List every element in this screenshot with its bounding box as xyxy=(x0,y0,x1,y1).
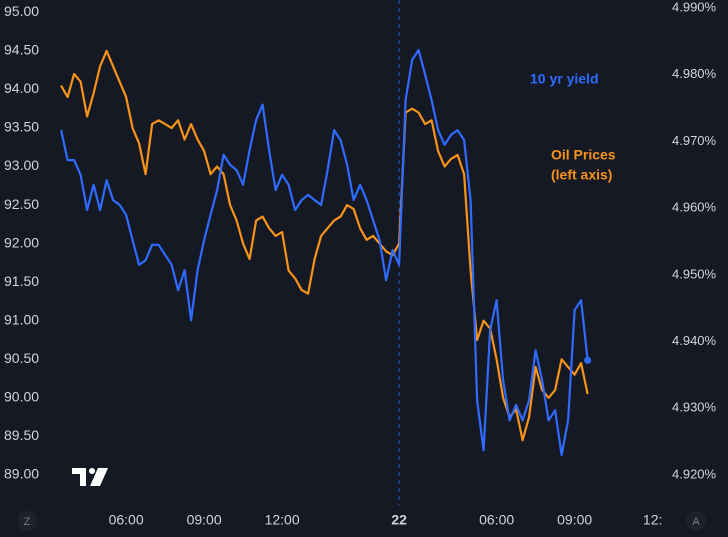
y-tick-label: 90.50 xyxy=(4,350,39,366)
last-point xyxy=(584,356,592,364)
y-tick-label: 93.50 xyxy=(4,119,39,135)
y2-tick-label: 4.980% xyxy=(672,66,717,81)
button-label[interactable]: A xyxy=(692,516,700,528)
x-tick-label: 09:00 xyxy=(187,512,222,528)
button-bg[interactable] xyxy=(686,511,706,531)
y2-tick-label: 4.970% xyxy=(672,133,717,148)
y-tick-label: 94.50 xyxy=(4,42,39,58)
y-tick-label: 92.00 xyxy=(4,234,39,250)
y2-tick-label: 4.940% xyxy=(672,333,717,348)
logo-shape xyxy=(89,468,95,474)
x-tick-label: 12: xyxy=(643,512,662,528)
logo xyxy=(72,468,108,486)
logo-shape xyxy=(72,468,86,486)
y-tick-label: 89.00 xyxy=(4,466,39,482)
y2-tick-label: 4.990% xyxy=(672,0,717,14)
y2-tick-label: 4.960% xyxy=(672,200,717,215)
annotation: (left axis) xyxy=(551,167,612,183)
button-bg[interactable] xyxy=(17,511,37,531)
y-tick-label: 90.00 xyxy=(4,389,39,405)
button[interactable]: Z xyxy=(17,511,37,531)
y-tick-label: 91.50 xyxy=(4,273,39,289)
y2-tick-label: 4.920% xyxy=(672,466,717,481)
y-tick-label: 91.00 xyxy=(4,311,39,327)
button[interactable]: A xyxy=(686,511,706,531)
logo-shape xyxy=(90,468,108,486)
y-tick-label: 94.00 xyxy=(4,80,39,96)
x-tick-label: 22 xyxy=(391,512,407,528)
y2-tick-label: 4.930% xyxy=(672,400,717,415)
x-tick-label: 12:00 xyxy=(265,512,300,528)
y-tick-label: 89.50 xyxy=(4,427,39,443)
button-label[interactable]: Z xyxy=(24,516,31,528)
y-tick-label: 93.00 xyxy=(4,157,39,173)
x-tick-label: 06:00 xyxy=(109,512,144,528)
y-tick-label: 95.00 xyxy=(4,3,39,19)
x-tick-label: 09:00 xyxy=(557,512,592,528)
x-tick-label: 06:00 xyxy=(479,512,514,528)
series-line xyxy=(60,49,589,442)
series-line xyxy=(60,48,589,457)
y2-tick-label: 4.950% xyxy=(672,266,717,281)
series-label: 10 yr yield xyxy=(530,71,599,87)
series-label: Oil Prices xyxy=(551,147,616,163)
y-tick-label: 92.50 xyxy=(4,196,39,212)
